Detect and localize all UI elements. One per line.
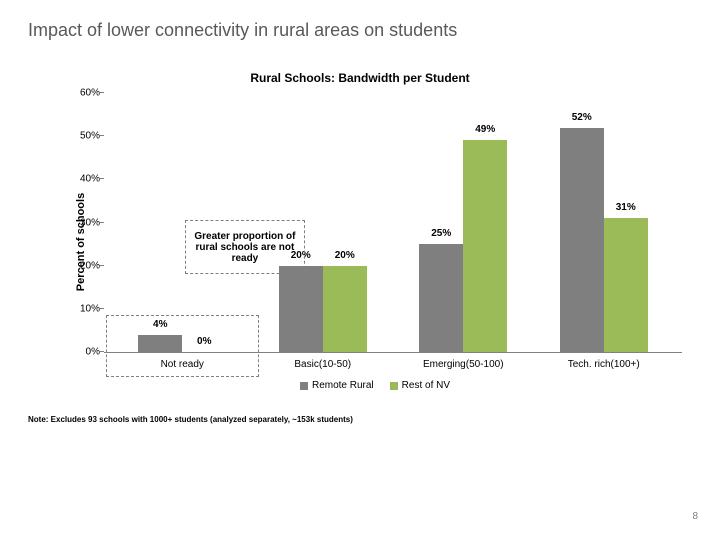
y-tick-label: 10% [68,303,100,314]
x-tick-label: Tech. rich(100+) [534,359,675,370]
x-axis-labels: Not readyBasic(10-50)Emerging(50-100)Tec… [104,359,682,370]
slide-title: Impact of lower connectivity in rural ar… [28,20,692,41]
y-tick-label: 20% [68,260,100,271]
bar-group: 4% 0% [112,93,253,352]
bar-value-label: 25% [431,228,451,239]
y-tick-mark [100,92,104,93]
y-tick-label: 0% [68,347,100,358]
page-number: 8 [692,511,698,522]
legend-swatch [390,382,398,390]
y-tick-label: 40% [68,174,100,185]
bar-groups: 4%0%20%20%25%49%52%31% [104,93,682,352]
y-tick-mark [100,135,104,136]
bar-group: 25%49% [393,93,534,352]
bar: 20% [279,266,323,352]
chart-title: Rural Schools: Bandwidth per Student [28,71,692,85]
legend-item: Remote Rural [300,380,374,391]
y-tick-mark [100,308,104,309]
bar-value-label: 31% [616,202,636,213]
legend-swatch [300,382,308,390]
bar-value-label: 0% [197,336,211,347]
y-tick-label: 50% [68,131,100,142]
y-tick-label: 60% [68,88,100,99]
legend: Remote Rural Rest of NV [68,380,682,391]
bar-group: 52%31% [534,93,675,352]
bar: 49% [463,140,507,352]
chart-wrapper: Percent of schools 4%0%20%20%25%49%52%31… [68,93,682,391]
legend-label: Rest of NV [402,380,450,391]
x-tick-label: Not ready [112,359,253,370]
bar-value-label: 20% [335,250,355,261]
bar: 25% [419,244,463,352]
footnote: Note: Excludes 93 schools with 1000+ stu… [28,415,692,424]
y-tick-label: 30% [68,217,100,228]
y-axis-label: Percent of schools [75,193,87,291]
bar-group: 20%20% [253,93,394,352]
bar: 4% [138,335,182,352]
bar-value-label: 49% [475,124,495,135]
bar: 31% [604,218,648,352]
y-tick-mark [100,265,104,266]
legend-item: Rest of NV [390,380,450,391]
bar-value-label: 20% [291,250,311,261]
bar-value-label: 4% [153,319,167,330]
x-tick-label: Emerging(50-100) [393,359,534,370]
bar: 20% [323,266,367,352]
legend-label: Remote Rural [312,380,374,391]
bar-value-label: 52% [572,112,592,123]
bar: 52% [560,128,604,352]
y-tick-mark [100,178,104,179]
x-tick-label: Basic(10-50) [253,359,394,370]
plot-area: 4%0%20%20%25%49%52%31% Greater proportio… [104,93,682,353]
y-tick-mark [100,351,104,352]
y-tick-mark [100,222,104,223]
